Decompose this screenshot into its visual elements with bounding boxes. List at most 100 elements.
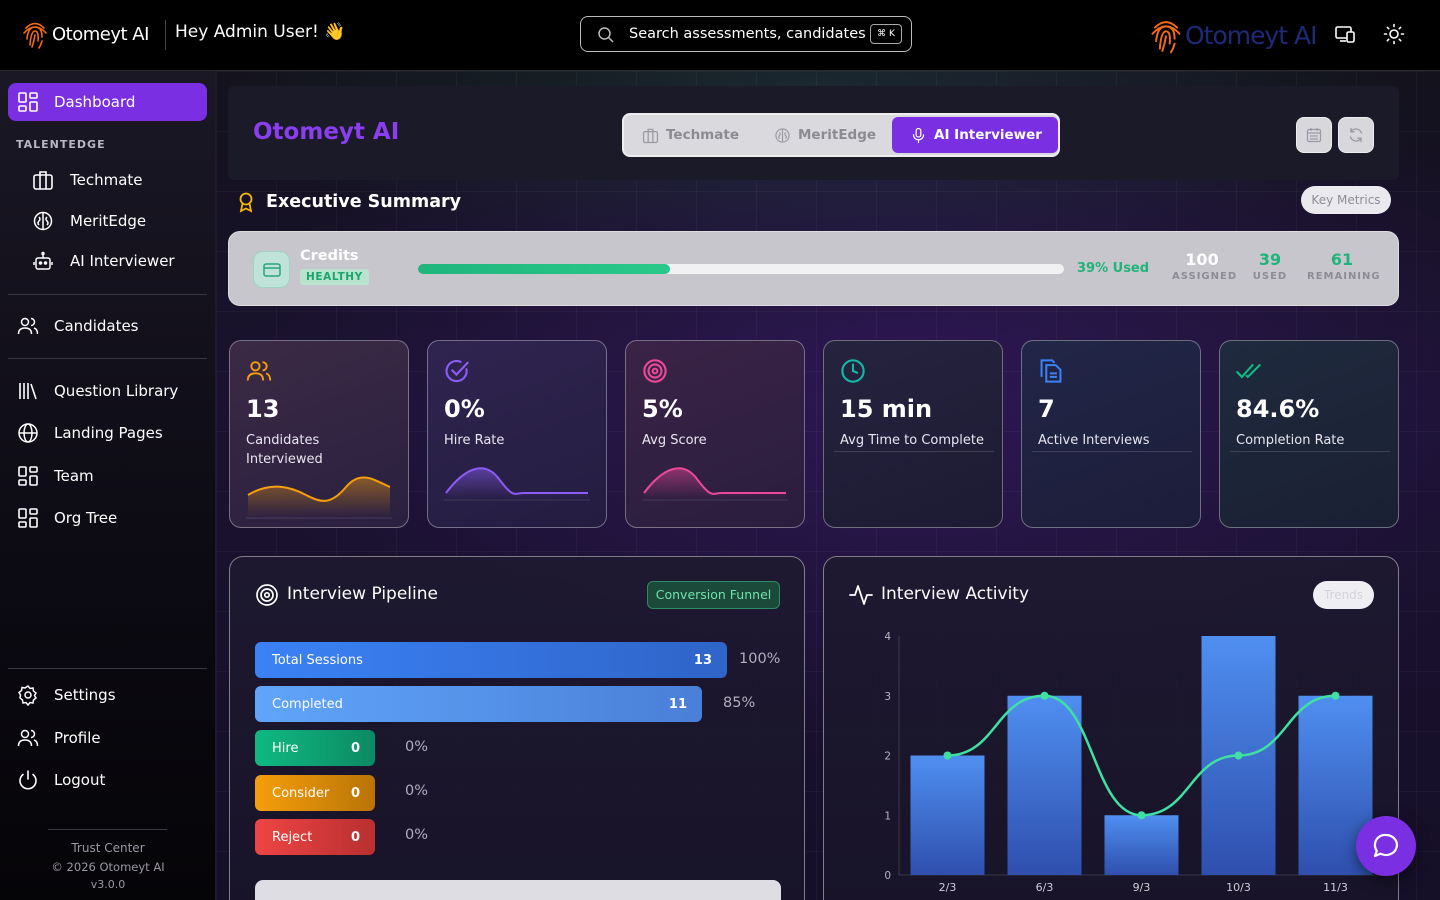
trend-line bbox=[947, 694, 1336, 817]
credits-used: 39 USED bbox=[1252, 250, 1288, 282]
conversion-funnel-badge: Conversion Funnel bbox=[647, 581, 780, 609]
globe-icon bbox=[18, 423, 38, 443]
kpi-label: Avg Score bbox=[642, 433, 707, 448]
trends-badge: Trends bbox=[1313, 581, 1374, 609]
credits-assigned: 100 ASSIGNED bbox=[1172, 250, 1238, 282]
brand-name: Otomeyt AI bbox=[52, 23, 149, 45]
interview-activity-panel: Interview Activity Trends 0 1 2 3 4 2/3 6/3 9/3… bbox=[823, 556, 1399, 900]
users-icon bbox=[17, 317, 39, 335]
sparkline bbox=[444, 467, 590, 501]
panel-title: Interview Pipeline bbox=[287, 584, 438, 604]
panel-title: Interview Activity bbox=[881, 584, 1030, 604]
tab-meritedge[interactable]: MeritEdge bbox=[774, 117, 892, 153]
credits-remaining: 61 REMAINING bbox=[1307, 250, 1381, 282]
kpi-value: 7 bbox=[1038, 395, 1055, 423]
sidebar-item-label: Techmate bbox=[70, 171, 143, 189]
divider bbox=[165, 20, 166, 50]
credit-card-icon bbox=[253, 251, 290, 288]
chat-icon bbox=[1373, 833, 1398, 858]
chat-button[interactable] bbox=[1356, 816, 1416, 876]
chart-bar bbox=[910, 755, 985, 875]
fingerprint-icon bbox=[1151, 21, 1181, 54]
panel-footer-bar bbox=[255, 880, 781, 900]
funnel-bar-hire: Hire 0 bbox=[255, 730, 375, 766]
kpi-card-active-interviews: 7 Active Interviews bbox=[1021, 340, 1201, 528]
sidebar-item-landing-pages[interactable]: Landing Pages bbox=[8, 414, 207, 452]
devices-icon[interactable] bbox=[1334, 23, 1356, 45]
clock-icon bbox=[841, 359, 865, 383]
fingerprint-icon bbox=[23, 22, 47, 49]
sidebar-item-techmate[interactable]: Techmate bbox=[24, 161, 207, 199]
sparkline bbox=[246, 476, 392, 519]
copyright: © 2026 Otomeyt AI bbox=[51, 860, 165, 874]
dashboard-icon bbox=[18, 92, 38, 112]
credits-used-percent: 39% Used bbox=[1077, 261, 1150, 276]
tab-ai-interviewer[interactable]: AI Interviewer bbox=[892, 117, 1058, 153]
key-metrics-badge: Key Metrics bbox=[1301, 186, 1391, 214]
divider bbox=[8, 294, 207, 295]
kpi-card-avg-time: 15 min Avg Time to Complete bbox=[823, 340, 1003, 528]
top-bar: Otomeyt AI Hey Admin User! 👋 ⌘ K Otomeyt… bbox=[0, 0, 1440, 71]
kpi-value: 5% bbox=[642, 395, 683, 423]
refresh-button[interactable] bbox=[1338, 117, 1374, 153]
chart-bar bbox=[1007, 695, 1082, 875]
kpi-value: 13 bbox=[246, 395, 280, 423]
shortcut-badge: ⌘ K bbox=[870, 24, 902, 44]
sidebar-item-label: Landing Pages bbox=[54, 424, 163, 442]
search-icon bbox=[598, 27, 614, 43]
sidebar-item-profile[interactable]: Profile bbox=[8, 719, 207, 757]
sidebar-item-team[interactable]: Team bbox=[8, 457, 207, 495]
credits-progress bbox=[418, 264, 1064, 274]
funnel-percent: 0% bbox=[405, 783, 429, 799]
main-content: Otomeyt AI Techmate MeritEdge AI Intervi… bbox=[216, 71, 1440, 900]
kpi-label: Active Interviews bbox=[1038, 433, 1150, 448]
version: v3.0.0 bbox=[90, 878, 126, 891]
sidebar-item-logout[interactable]: Logout bbox=[8, 761, 207, 799]
divider bbox=[8, 668, 207, 669]
funnel-percent: 0% bbox=[405, 739, 429, 755]
kpi-card-completion-rate: 84.6% Completion Rate bbox=[1219, 340, 1399, 528]
bot-icon bbox=[33, 251, 53, 270]
sidebar-item-meritedge[interactable]: MeritEdge bbox=[24, 202, 207, 240]
sidebar-item-label: Candidates bbox=[54, 317, 139, 335]
trend-point bbox=[1137, 811, 1146, 820]
kpi-card-hire-rate: 0% Hire Rate bbox=[427, 340, 607, 528]
page-title: Otomeyt AI bbox=[253, 119, 400, 145]
brain-icon bbox=[775, 127, 790, 143]
funnel-percent: 100% bbox=[739, 651, 781, 667]
greeting: Hey Admin User! 👋 bbox=[175, 22, 346, 42]
search-box[interactable] bbox=[580, 16, 912, 52]
brand-logo[interactable]: Otomeyt AI bbox=[22, 18, 149, 50]
sidebar-item-dashboard[interactable]: Dashboard bbox=[8, 83, 207, 121]
grid-icon bbox=[18, 466, 38, 486]
divider bbox=[48, 829, 167, 830]
sidebar-item-label: Settings bbox=[54, 686, 116, 704]
calendar-button[interactable] bbox=[1296, 117, 1332, 153]
sidebar-item-candidates[interactable]: Candidates bbox=[8, 307, 207, 345]
sidebar-item-question-library[interactable]: Question Library bbox=[8, 372, 207, 410]
trust-center-link[interactable]: Trust Center bbox=[71, 841, 145, 855]
chart-bar bbox=[1104, 815, 1179, 875]
header-card: Otomeyt AI Techmate MeritEdge AI Intervi… bbox=[228, 86, 1399, 180]
trend-point bbox=[1331, 691, 1340, 700]
search-input[interactable] bbox=[629, 23, 869, 45]
y-tick-label: 1 bbox=[884, 810, 891, 822]
users-icon bbox=[246, 361, 272, 381]
kpi-value: 0% bbox=[444, 395, 485, 423]
credits-progress-fill bbox=[418, 264, 670, 274]
sun-icon[interactable] bbox=[1383, 23, 1405, 45]
funnel-percent: 85% bbox=[723, 695, 756, 711]
kpi-label: Avg Time to Complete bbox=[840, 433, 984, 448]
section-label: TALENTEDGE bbox=[16, 138, 106, 151]
grid-icon bbox=[18, 508, 38, 528]
user-icon bbox=[17, 729, 39, 747]
activity-chart: 0 1 2 3 4 2/3 6/3 9/3 10/3 11/3 bbox=[884, 631, 1384, 894]
sidebar-item-settings[interactable]: Settings bbox=[8, 676, 207, 714]
sidebar: Dashboard TALENTEDGE Techmate MeritEdge … bbox=[0, 71, 216, 900]
sidebar-item-org-tree[interactable]: Org Tree bbox=[8, 499, 207, 537]
x-tick-label: 2/3 bbox=[939, 881, 957, 894]
refresh-icon bbox=[1349, 127, 1363, 143]
tab-techmate[interactable]: Techmate bbox=[642, 117, 746, 153]
divider bbox=[834, 451, 994, 452]
sidebar-item-ai-interviewer[interactable]: AI Interviewer bbox=[24, 242, 207, 280]
